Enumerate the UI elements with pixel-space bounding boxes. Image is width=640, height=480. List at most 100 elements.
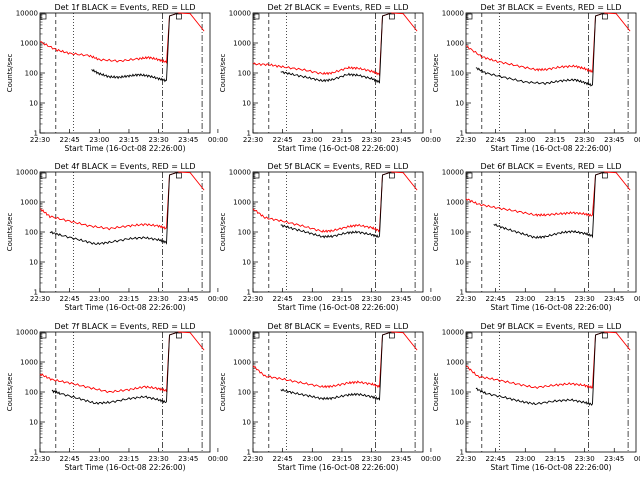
y-tick-label: 100 [238, 389, 251, 397]
corner-marker [602, 172, 608, 179]
x-tick-label: 22:45 [486, 455, 506, 463]
x-tick-label: 22:45 [273, 455, 293, 463]
x-tick-label: 23:45 [604, 455, 624, 463]
corner-marker [389, 13, 395, 20]
x-tick-label: 23:15 [119, 455, 139, 463]
x-tick-label: 23:45 [391, 295, 411, 303]
x-tick-label: 23:30 [362, 455, 382, 463]
x-tick-label: 23:15 [332, 295, 352, 303]
x-tick-label: 23:45 [178, 295, 198, 303]
y-tick-label: 1000 [20, 40, 38, 48]
x-axis-label: Start Time (16-Oct-08 22:26:00) [490, 463, 611, 472]
series-lld-line [252, 171, 418, 233]
y-tick-label: 1000 [20, 199, 38, 207]
series-lld-line [252, 12, 418, 77]
series-lld-line [465, 171, 631, 217]
x-tick-label: 00:00 [208, 295, 228, 303]
y-tick-label: 10000 [442, 10, 464, 18]
corner-marker [176, 13, 182, 20]
series-events-line [91, 12, 179, 83]
corner-marker [253, 172, 260, 179]
y-tick-label: 10 [455, 259, 464, 267]
panel-title: Det 3f BLACK = Events, RED = LLD [480, 3, 621, 12]
x-tick-label: 23:30 [362, 136, 382, 144]
y-tick-label: 10 [242, 259, 251, 267]
x-tick-label: 00:00 [634, 295, 640, 303]
x-tick-label: 22:45 [60, 295, 80, 303]
plot-frame [39, 171, 211, 293]
series-lld-line [40, 12, 205, 64]
plot-frame [465, 331, 637, 453]
plot-frame [252, 331, 424, 453]
series-events-line [49, 171, 179, 246]
x-tick-label: 22:45 [60, 455, 80, 463]
y-tick-label: 1000 [446, 359, 464, 367]
x-tick-label: 00:00 [634, 136, 640, 144]
x-tick-label: 23:30 [575, 136, 595, 144]
y-tick-label: 1 [460, 130, 464, 138]
y-tick-label: 100 [25, 70, 38, 78]
x-tick-label: 23:15 [545, 455, 565, 463]
series-lld-line [39, 331, 205, 394]
x-tick-label: 23:00 [302, 136, 322, 144]
panel-det-9: Det 9f BLACK = Events, RED = LLD 1 10 100 10… [432, 322, 640, 472]
x-tick-label: 23:45 [391, 136, 411, 144]
series-events-line [280, 331, 392, 401]
x-tick-label: 22:30 [243, 455, 263, 463]
panel-title: Det 9f BLACK = Events, RED = LLD [480, 322, 621, 331]
plot-frame [465, 12, 637, 134]
x-tick-label: 22:30 [243, 136, 263, 144]
panel-title: Det 2f BLACK = Events, RED = LLD [267, 3, 408, 12]
panel-title: Det 8f BLACK = Events, RED = LLD [267, 322, 408, 331]
y-tick-label: 100 [238, 70, 251, 78]
y-tick-label: 1 [247, 449, 251, 457]
x-axis-label: Start Time (16-Oct-08 22:26:00) [277, 303, 398, 312]
series-events-line [280, 171, 392, 239]
corner-marker [40, 332, 47, 339]
series-events-line [475, 12, 605, 87]
x-tick-label: 22:45 [273, 136, 293, 144]
series-events-line [280, 12, 392, 84]
y-axis-label: Counts/sec [6, 54, 14, 93]
x-axis-label: Start Time (16-Oct-08 22:26:00) [490, 144, 611, 153]
x-tick-label: 22:30 [243, 295, 263, 303]
panel-det-4: Det 4f BLACK = Events, RED = LLD 1 10 100 10… [6, 162, 228, 312]
x-tick-label: 23:15 [545, 295, 565, 303]
series-lld-line [465, 12, 631, 73]
corner-marker [466, 172, 473, 179]
x-tick-label: 22:45 [60, 136, 80, 144]
x-tick-label: 23:00 [515, 136, 535, 144]
corner-marker [176, 332, 182, 339]
y-tick-label: 1 [34, 130, 38, 138]
y-tick-label: 100 [451, 70, 464, 78]
x-tick-label: 23:30 [149, 455, 169, 463]
panel-title: Det 6f BLACK = Events, RED = LLD [480, 162, 621, 171]
x-tick-label: 23:45 [604, 295, 624, 303]
corner-marker [40, 13, 47, 20]
series-lld-line [252, 331, 418, 389]
y-axis-label: Counts/sec [219, 373, 227, 412]
x-axis-label: Start Time (16-Oct-08 22:26:00) [64, 303, 185, 312]
corner-marker [602, 13, 608, 20]
y-tick-label: 10000 [229, 329, 251, 337]
x-tick-label: 23:15 [545, 136, 565, 144]
corner-marker [389, 332, 395, 339]
x-tick-label: 23:00 [515, 455, 535, 463]
x-tick-label: 22:30 [30, 136, 50, 144]
x-tick-label: 23:45 [604, 136, 624, 144]
plot-frame [39, 331, 211, 453]
x-tick-label: 22:30 [456, 136, 476, 144]
y-axis-label: Counts/sec [219, 213, 227, 252]
panel-det-7: Det 7f BLACK = Events, RED = LLD 1 10 100 10… [6, 322, 228, 472]
panel-title: Det 7f BLACK = Events, RED = LLD [54, 322, 195, 331]
x-tick-label: 00:00 [208, 136, 228, 144]
x-tick-label: 22:45 [273, 295, 293, 303]
series-events-line [493, 171, 605, 239]
y-tick-label: 1 [460, 289, 464, 297]
y-tick-label: 1000 [233, 40, 251, 48]
x-axis-label: Start Time (16-Oct-08 22:26:00) [490, 303, 611, 312]
panel-det-5: Det 5f BLACK = Events, RED = LLD 1 10 100 10… [219, 162, 441, 312]
corner-marker [466, 332, 473, 339]
x-tick-label: 23:30 [149, 136, 169, 144]
